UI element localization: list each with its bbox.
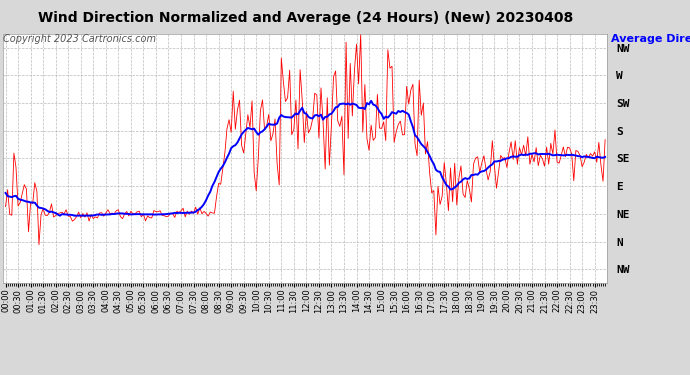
- Text: Wind Direction Normalized and Average (24 Hours) (New) 20230408: Wind Direction Normalized and Average (2…: [38, 11, 573, 25]
- Text: Average Direction: Average Direction: [611, 34, 690, 44]
- Text: Copyright 2023 Cartronics.com: Copyright 2023 Cartronics.com: [3, 34, 157, 44]
